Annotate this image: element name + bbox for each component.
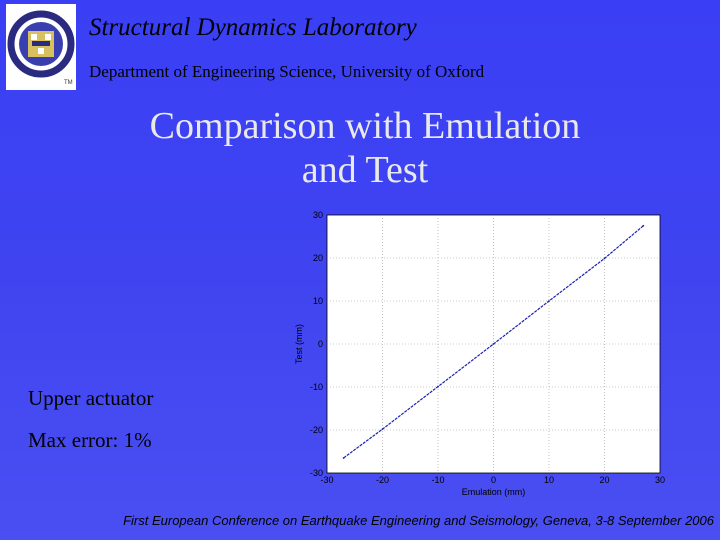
crown-icon xyxy=(38,48,44,54)
emulation-vs-test-chart: -30 -20 -10 0 10 20 30 -30 -20 -10 0 10 20 30 Emulati… xyxy=(294,210,665,497)
conference-footer: First European Conference on Earthquake … xyxy=(123,513,714,528)
y-tick-label: 20 xyxy=(313,253,323,263)
series-point xyxy=(492,343,495,345)
series-point xyxy=(642,224,645,227)
ticks: -30 -20 -10 0 10 20 30 -30 -20 -10 0 10 20 30 xyxy=(310,210,665,485)
y-tick-label: -20 xyxy=(310,425,323,435)
department-subtitle: Department of Engineering Science, Unive… xyxy=(89,62,485,81)
series-point xyxy=(342,457,345,459)
book-icon xyxy=(32,41,50,46)
series xyxy=(342,224,645,459)
y-tick-label: 30 xyxy=(313,210,323,220)
logo-tm-mark: TM xyxy=(64,80,73,86)
y-tick-label: -30 xyxy=(310,468,323,478)
series-point xyxy=(603,257,606,260)
x-tick-label: -10 xyxy=(431,475,444,485)
y-axis-label: Test (mm) xyxy=(294,324,304,364)
y-tick-label: 0 xyxy=(318,339,323,349)
x-tick-label: -30 xyxy=(320,475,333,485)
oxford-crest-logo: TM xyxy=(6,4,76,90)
x-tick-label: 0 xyxy=(491,475,496,485)
x-tick-label: 10 xyxy=(544,475,554,485)
x-tick-label: -20 xyxy=(376,475,389,485)
y-tick-label: 10 xyxy=(313,296,323,306)
crown-icon xyxy=(45,34,51,40)
y-tick-label: -10 xyxy=(310,382,323,392)
lab-title: Structural Dynamics Laboratory xyxy=(89,14,417,41)
x-axis-label: Emulation (mm) xyxy=(462,487,526,497)
x-tick-label: 20 xyxy=(599,475,609,485)
slide-title-line-1: Comparison with Emulation xyxy=(149,105,581,147)
note-max-error: Max error: 1% xyxy=(28,428,152,452)
crown-icon xyxy=(31,34,37,40)
note-upper-actuator: Upper actuator xyxy=(28,386,154,410)
series-point xyxy=(437,385,439,388)
slide-title: Comparison with Emulation and Test xyxy=(0,104,720,192)
series-point xyxy=(548,300,550,302)
x-tick-label: 30 xyxy=(655,475,665,485)
slide-title-line-2: and Test xyxy=(301,149,429,191)
series-point xyxy=(381,428,384,431)
